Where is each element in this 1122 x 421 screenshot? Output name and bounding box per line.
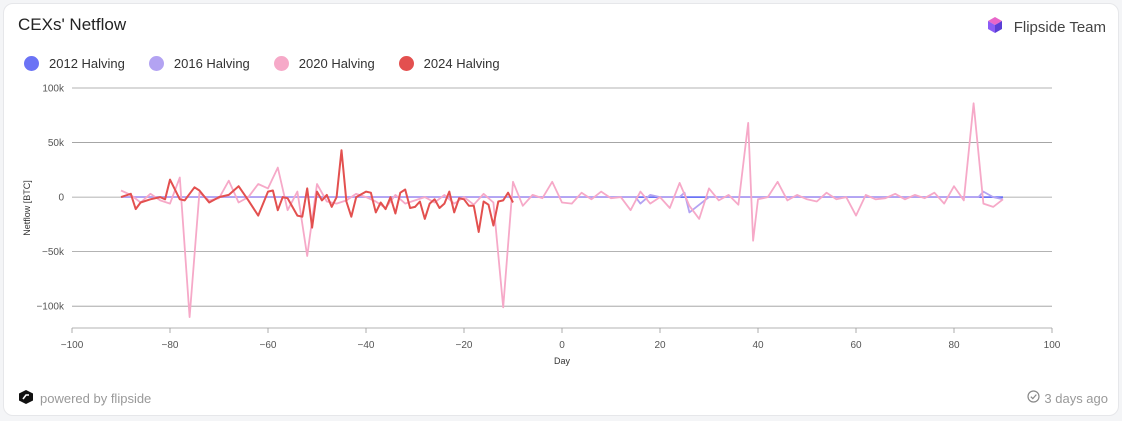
legend-swatch [148, 56, 164, 71]
x-tick-label: 60 [850, 340, 862, 351]
x-tick-label: 100 [1044, 340, 1061, 351]
legend-label: 2016 Halving [173, 56, 250, 71]
legend-label: 2024 Halving [423, 56, 500, 71]
flipside-cube-icon [986, 16, 1004, 38]
chart-legend: 2012 Halving 2016 Halving 2020 Halving 2024… [24, 56, 524, 71]
x-tick-label: 20 [654, 340, 666, 351]
legend-swatch [398, 56, 414, 71]
x-axis-title: Day [554, 356, 571, 366]
series-line-2020-halving [120, 102, 1004, 319]
x-tick-label: 0 [559, 340, 565, 351]
x-tick-label: −60 [260, 340, 277, 351]
brand-label: Flipside Team [1013, 18, 1106, 36]
legend-item-2024-halving[interactable]: 2024 Halving [398, 56, 500, 71]
legend-item-2016-halving[interactable]: 2016 Halving [148, 56, 250, 71]
y-tick-label: 50k [48, 138, 65, 149]
chart-card: CEXs' Netflow Flipside Team 2012 Halving… [3, 3, 1119, 416]
x-tick-label: −20 [456, 340, 473, 351]
legend-label: 2012 Halving [49, 56, 125, 71]
legend-item-2012-halving[interactable]: 2012 Halving [24, 56, 125, 71]
y-tick-label: −100k [36, 302, 65, 313]
powered-by[interactable]: powered by flipside [18, 389, 151, 408]
x-tick-label: −100 [61, 340, 84, 351]
brand[interactable]: Flipside Team [986, 16, 1106, 38]
x-tick-label: −40 [358, 340, 375, 351]
flipside-logo-icon [18, 389, 34, 408]
y-tick-label: 100k [42, 84, 65, 95]
check-circle-icon [1027, 390, 1040, 406]
y-tick-label: 0 [58, 193, 64, 204]
last-updated: 3 days ago [1027, 390, 1108, 406]
updated-label: 3 days ago [1044, 390, 1108, 406]
y-axis-title: Netflow [BTC] [22, 180, 32, 236]
legend-label: 2020 Halving [298, 56, 375, 71]
legend-item-2020-halving[interactable]: 2020 Halving [273, 56, 375, 71]
x-tick-label: 40 [752, 340, 764, 351]
powered-label: powered by flipside [40, 391, 152, 406]
x-tick-label: −80 [162, 340, 179, 351]
chart-title: CEXs' Netflow [18, 15, 127, 34]
legend-swatch [24, 56, 39, 71]
series-line-2024-halving [120, 149, 514, 233]
y-tick-label: −50k [42, 247, 65, 258]
legend-swatch [273, 56, 289, 71]
x-tick-label: 80 [948, 340, 960, 351]
